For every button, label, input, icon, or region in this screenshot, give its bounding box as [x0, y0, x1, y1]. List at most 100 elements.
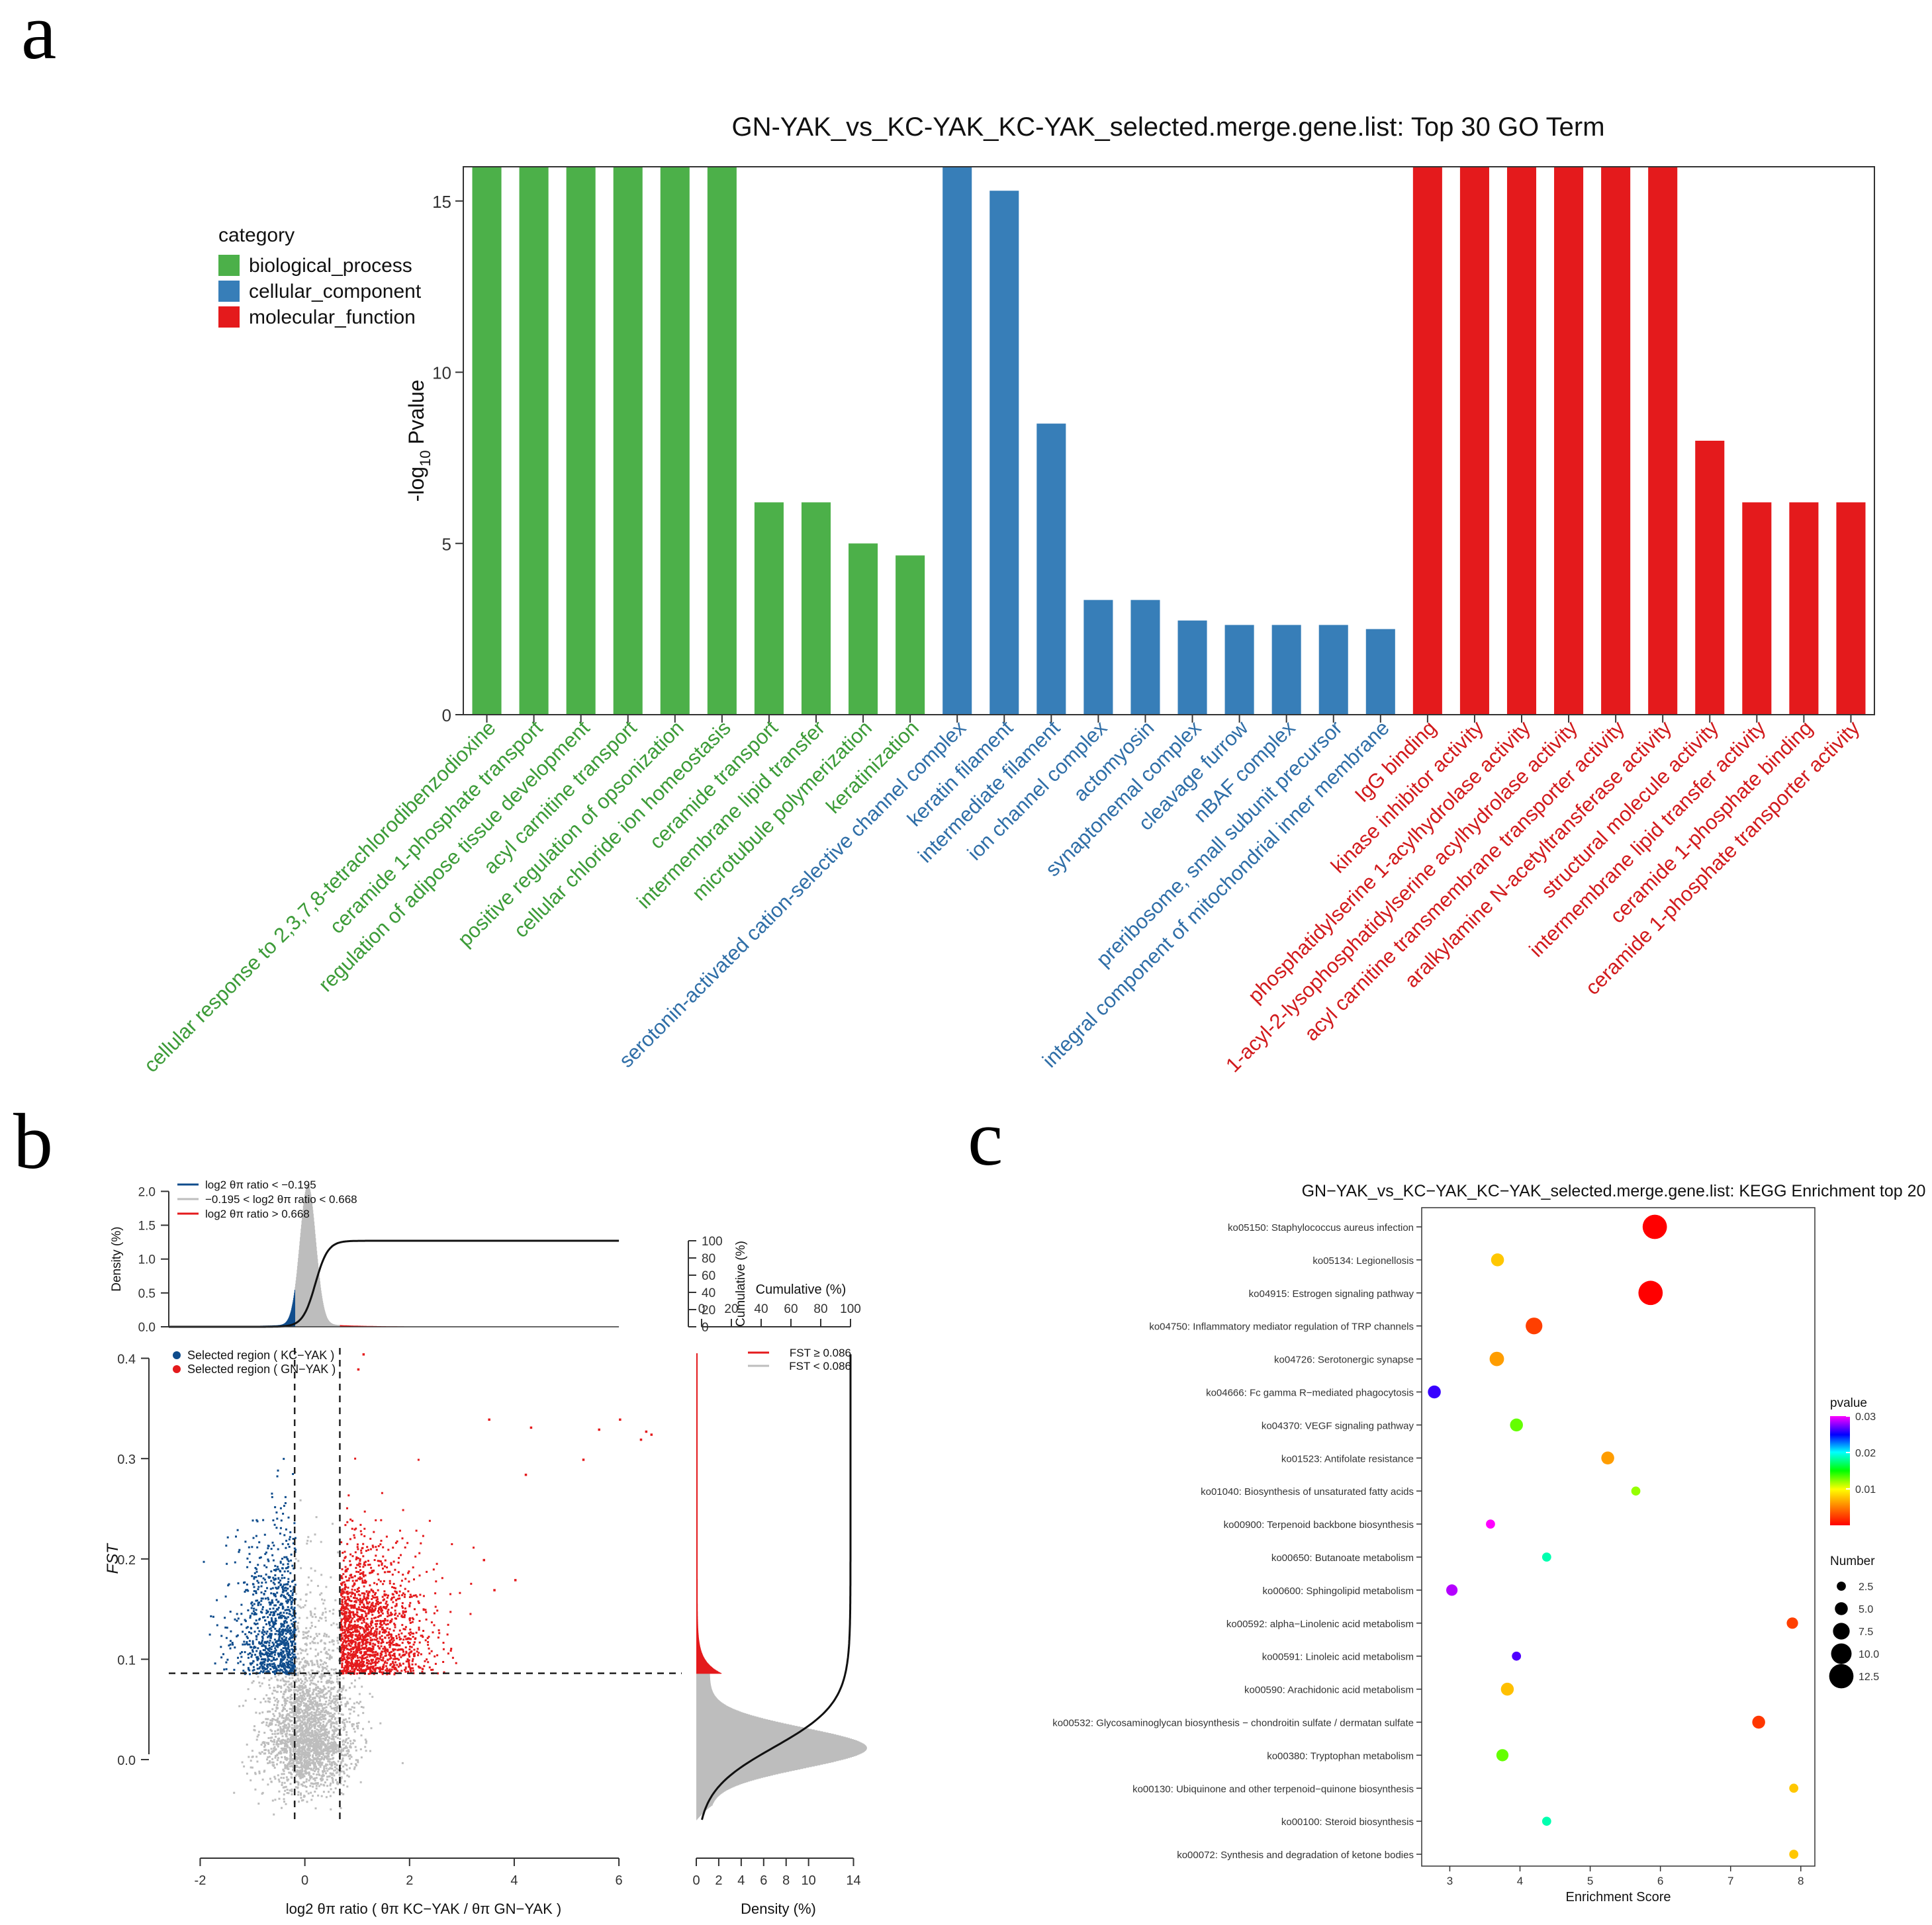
x-tick-label: 0: [301, 1873, 308, 1888]
top-right-axis-label: Cumulative (%): [734, 1241, 748, 1327]
pathway-label: ko00072: Synthesis and degradation of ke…: [1177, 1850, 1414, 1861]
size-legend-dot: [1829, 1664, 1854, 1689]
pathway-label: ko00532: Glycosaminoglycan biosynthesis …: [1052, 1718, 1414, 1729]
size-legend-label: 10.0: [1859, 1649, 1879, 1660]
bar: [566, 167, 596, 715]
top-right-tick-label: 0: [702, 1321, 709, 1335]
top-y-tick-label: 1.5: [138, 1220, 156, 1233]
right-x-axis-label: Density (%): [741, 1901, 816, 1917]
top-y-tick-label: 0.5: [138, 1287, 156, 1301]
y-tick-label: 0: [442, 705, 451, 725]
right-top-tick-label: 0: [698, 1302, 706, 1316]
y-axis-label: FST: [104, 1543, 122, 1574]
right-legend-label: FST < 0.086: [789, 1360, 851, 1372]
bar: [613, 167, 643, 715]
top-y-tick-label: 2.0: [138, 1185, 156, 1199]
bar: [754, 502, 784, 715]
pathway-label: ko05134: Legionellosis: [1312, 1255, 1414, 1267]
pathway-label: ko00380: Tryptophan metabolism: [1267, 1750, 1414, 1762]
right-top-tick-label: 80: [813, 1302, 827, 1316]
right-x-tick-label: 2: [715, 1873, 722, 1888]
right-legend-label: FST ≥ 0.086: [790, 1347, 851, 1359]
legend-label: molecular_function: [249, 306, 416, 328]
pathway-label: ko00650: Butanoate metabolism: [1271, 1552, 1414, 1564]
right-density-high: [696, 1353, 722, 1674]
chart-title: GN-YAK_vs_KC-YAK_KC-YAK_selected.merge.g…: [731, 112, 1604, 142]
outlier-point: [619, 1418, 621, 1421]
pathway-label: ko00900: Terpenoid backbone biosynthesis: [1224, 1519, 1414, 1531]
pathway-dot: [1496, 1749, 1509, 1762]
top-right-tick-label: 40: [702, 1286, 715, 1300]
outlier-point: [582, 1458, 585, 1461]
pathway-dot: [1638, 1280, 1663, 1306]
kc-yak-selected-points: [203, 1458, 297, 1676]
top-legend-label: −0.195 < log2 θπ ratio < 0.668: [205, 1193, 357, 1206]
bar: [1695, 441, 1725, 715]
y-tick-label: 0.2: [117, 1553, 136, 1568]
bar: [1459, 167, 1489, 715]
right-x-tick-label: 6: [760, 1873, 767, 1888]
background-points: [233, 1499, 404, 1816]
outlier-point: [483, 1558, 485, 1562]
pathway-label: ko04666: Fc gamma R−mediated phagocytosi…: [1206, 1388, 1414, 1399]
pathway-dot: [1489, 1351, 1504, 1366]
pathway-label: ko01523: Antifolate resistance: [1281, 1453, 1414, 1464]
size-legend-label: 5.0: [1859, 1604, 1873, 1615]
outlier-point: [639, 1438, 643, 1441]
bar: [1601, 167, 1631, 715]
y-tick-label: 0.3: [117, 1453, 136, 1467]
right-top-tick-label: 100: [840, 1302, 861, 1316]
chart-title: GN−YAK_vs_KC−YAK_KC−YAK_selected.merge.g…: [1302, 1182, 1926, 1200]
top-legend-label: log2 θπ ratio > 0.668: [205, 1208, 310, 1220]
outlier-point: [650, 1433, 653, 1436]
outlier-point: [524, 1473, 528, 1476]
pathway-dot: [1786, 1617, 1798, 1629]
bar: [1742, 502, 1772, 715]
pathway-dot: [1486, 1519, 1495, 1529]
top-cumulative-curve: [169, 1239, 620, 1328]
outlier-point: [493, 1589, 496, 1591]
top-density-low: [169, 1290, 295, 1327]
x-tick-label: -2: [195, 1873, 207, 1888]
right-x-tick-label: 8: [782, 1873, 790, 1888]
x-tick-label: 2: [406, 1873, 413, 1888]
bar: [1318, 625, 1348, 715]
bar: [472, 167, 502, 715]
legend-label: cellular_component: [249, 281, 422, 302]
size-legend-label: 7.5: [1859, 1627, 1873, 1638]
pathway-dot: [1631, 1486, 1641, 1496]
top-y-tick-label: 1.0: [138, 1253, 156, 1267]
x-axis-label: log2 θπ ratio ( θπ KC−YAK / θπ GN−YAK ): [286, 1901, 561, 1917]
bar: [1083, 600, 1113, 715]
y-axis-label: -log10 Pvalue: [404, 380, 434, 502]
panel-label-a: a: [21, 0, 56, 75]
right-top-tick-label: 20: [724, 1302, 738, 1316]
y-tick-label: 5: [442, 534, 451, 554]
size-legend-label: 2.5: [1859, 1582, 1873, 1593]
right-x-tick-label: 0: [692, 1873, 700, 1888]
x-tick-label: 6: [616, 1873, 623, 1888]
y-tick-label: 10: [432, 363, 451, 383]
top-legend-label: log2 θπ ratio < −0.195: [205, 1179, 316, 1191]
top-right-tick-label: 80: [702, 1252, 715, 1266]
color-legend-tick-label: 0.01: [1855, 1484, 1876, 1496]
top-right-tick-label: 60: [702, 1269, 715, 1283]
x-tick-label: 4: [510, 1873, 518, 1888]
plot-frame: [1421, 1207, 1816, 1867]
x-tick-label: 4: [1517, 1875, 1523, 1887]
bar: [660, 167, 690, 715]
bar: [1365, 629, 1395, 715]
color-legend-bar: [1830, 1416, 1850, 1525]
right-top-tick-label: 40: [754, 1302, 768, 1316]
y-tick-label: 0.0: [117, 1754, 136, 1768]
right-x-tick-label: 14: [846, 1873, 860, 1888]
pathway-dot: [1428, 1385, 1441, 1399]
bar: [1836, 502, 1866, 715]
pathway-label: ko04915: Estrogen signaling pathway: [1249, 1288, 1414, 1300]
pathway-dot: [1541, 1816, 1551, 1826]
plot-frame: [463, 166, 1875, 715]
bar: [1271, 625, 1301, 715]
right-density-neutral: [696, 1673, 867, 1821]
pathway-dot: [1510, 1418, 1523, 1432]
legend-label: Selected region ( KC−YAK ): [187, 1349, 334, 1362]
